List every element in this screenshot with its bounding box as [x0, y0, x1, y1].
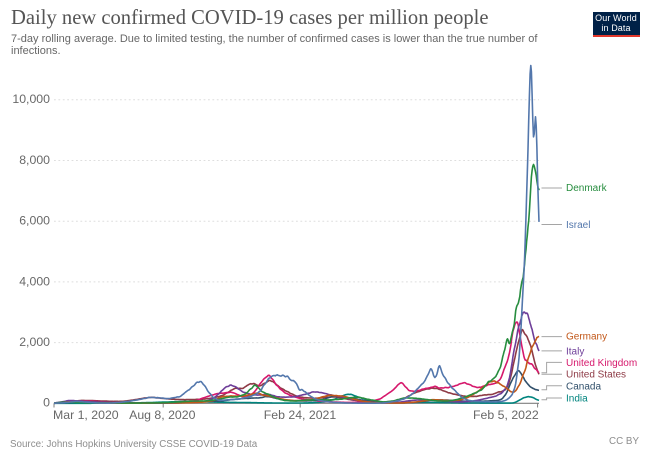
svg-text:Israel: Israel [566, 220, 590, 231]
svg-text:10,000: 10,000 [12, 92, 50, 106]
svg-text:United Kingdom: United Kingdom [566, 358, 637, 369]
svg-text:Feb 5, 2022: Feb 5, 2022 [473, 408, 539, 422]
svg-text:0: 0 [43, 396, 50, 410]
svg-text:Germany: Germany [566, 332, 607, 343]
svg-text:8,000: 8,000 [19, 153, 50, 167]
svg-text:Feb 24, 2021: Feb 24, 2021 [264, 408, 337, 422]
svg-text:United States: United States [566, 369, 626, 380]
svg-text:6,000: 6,000 [19, 214, 50, 228]
svg-text:Canada: Canada [566, 382, 601, 393]
svg-text:India: India [566, 394, 588, 405]
svg-text:Italy: Italy [566, 346, 584, 357]
svg-text:4,000: 4,000 [19, 274, 50, 288]
svg-text:2,000: 2,000 [19, 335, 50, 349]
svg-text:Aug 8, 2020: Aug 8, 2020 [129, 408, 195, 422]
svg-text:Denmark: Denmark [566, 183, 608, 194]
svg-text:Mar 1, 2020: Mar 1, 2020 [53, 408, 119, 422]
